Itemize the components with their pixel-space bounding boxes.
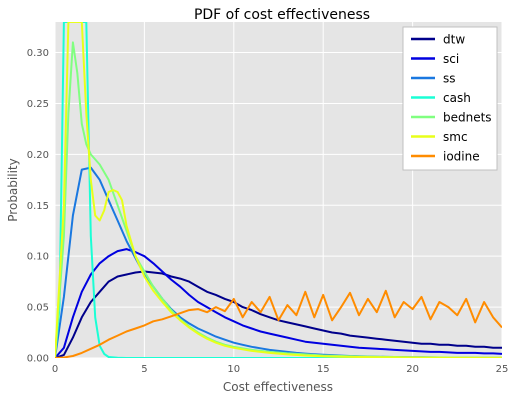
legend-label-ss: ss	[443, 72, 456, 86]
x-tick-label: 0	[52, 364, 58, 375]
y-axis-label: Probability	[6, 158, 20, 221]
legend-label-iodine: iodine	[443, 150, 480, 164]
y-tick-label: 0.05	[27, 303, 49, 314]
y-axis-ticks: 0.00 0.05 0.10 0.15 0.20 0.25 0.30	[27, 48, 49, 364]
legend-label-smc: smc	[443, 130, 468, 144]
x-axis-label: Cost effectiveness	[223, 380, 333, 394]
x-tick-label: 5	[141, 364, 147, 375]
y-tick-label: 0.10	[27, 252, 49, 263]
y-tick-label: 0.00	[27, 354, 49, 365]
x-axis-ticks: 0 5 10 15 20 25	[52, 364, 509, 375]
series-lines	[55, 22, 502, 358]
x-tick-label: 15	[317, 364, 330, 375]
legend-label-cash: cash	[443, 91, 471, 105]
series-line-cash	[55, 22, 502, 358]
y-tick-label: 0.15	[27, 201, 49, 212]
legend: dtw sci ss cash bednets smc iodine	[402, 26, 498, 171]
legend-label-bednets: bednets	[443, 111, 492, 125]
x-tick-label: 10	[227, 364, 240, 375]
y-tick-label: 0.30	[27, 48, 49, 59]
chart-title: PDF of cost effectiveness	[194, 7, 370, 23]
legend-label-dtw: dtw	[443, 33, 465, 47]
series-line-smc	[55, 22, 502, 358]
series-line-iodine	[55, 289, 502, 358]
x-tick-label: 20	[406, 364, 419, 375]
series-line-sci	[55, 248, 502, 358]
y-tick-label: 0.20	[27, 150, 49, 161]
y-tick-label: 0.25	[27, 99, 49, 110]
x-tick-label: 25	[496, 364, 509, 375]
legend-label-sci: sci	[443, 52, 459, 66]
